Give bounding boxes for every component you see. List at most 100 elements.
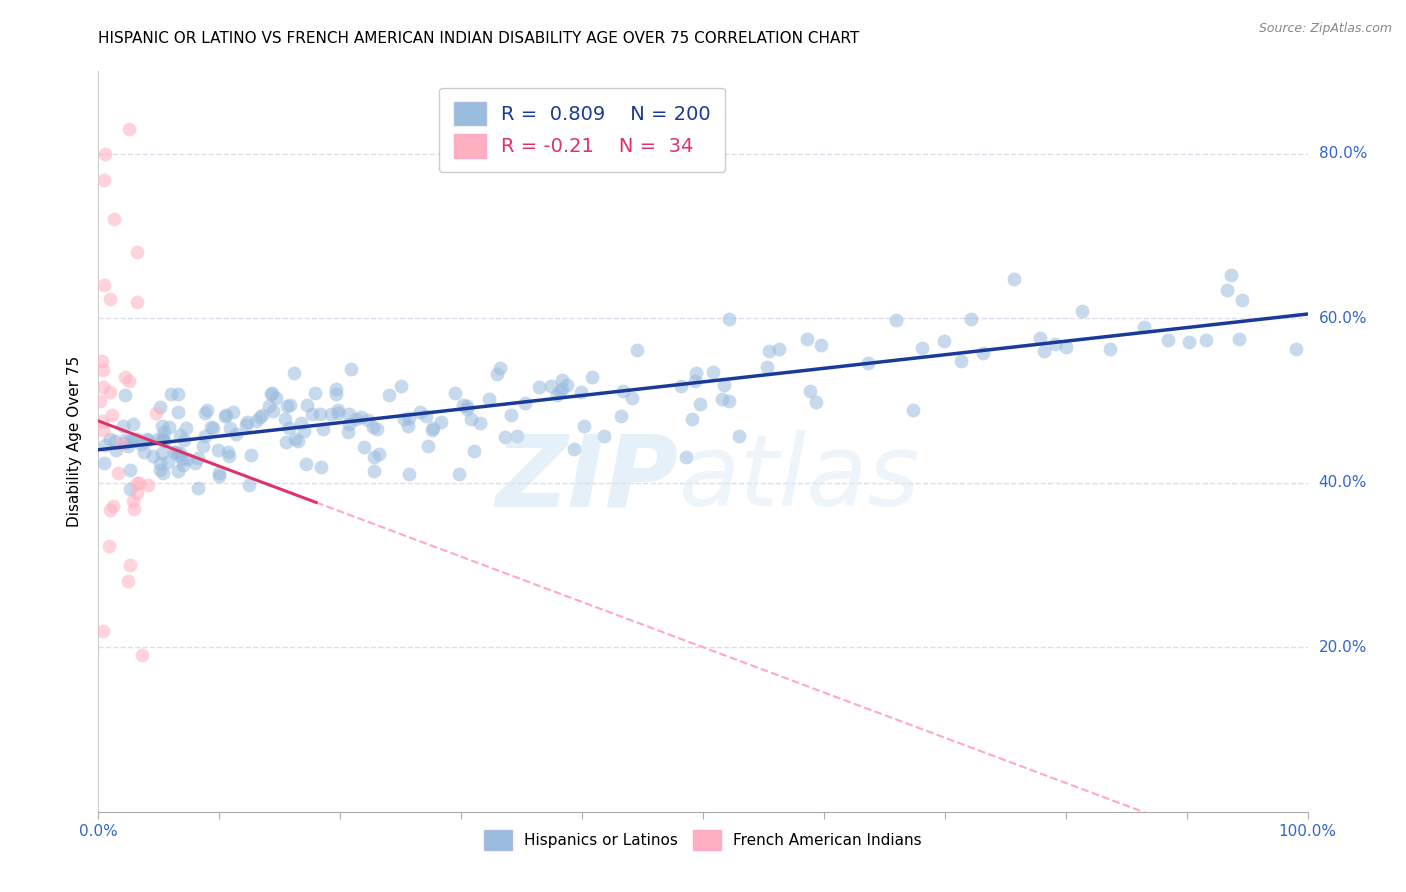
Point <box>346 412 368 426</box>
Text: HISPANIC OR LATINO VS FRENCH AMERICAN INDIAN DISABILITY AGE OVER 75 CORRELATION : HISPANIC OR LATINO VS FRENCH AMERICAN IN… <box>98 31 859 46</box>
Point <box>1002 272 1025 286</box>
Point <box>932 334 955 348</box>
Point <box>1232 293 1254 307</box>
Point <box>122 417 145 431</box>
Point <box>259 399 281 413</box>
Point <box>202 421 225 435</box>
Point <box>166 464 188 478</box>
Point <box>149 456 172 470</box>
Point <box>486 368 509 382</box>
Point <box>114 370 136 384</box>
Point <box>208 467 231 481</box>
Point <box>125 245 148 260</box>
Point <box>328 402 350 417</box>
Point <box>157 455 180 469</box>
Point <box>145 406 167 420</box>
Point <box>127 485 149 500</box>
Point <box>626 343 648 357</box>
Point <box>117 574 139 589</box>
Text: 40.0%: 40.0% <box>1319 475 1367 491</box>
Point <box>799 384 821 399</box>
Point <box>207 443 229 458</box>
Point <box>117 439 139 453</box>
Point <box>250 408 273 422</box>
Point <box>420 423 443 437</box>
Point <box>276 435 298 450</box>
Point <box>1220 268 1243 282</box>
Point <box>218 449 240 463</box>
Point <box>100 432 122 446</box>
Point <box>569 384 592 399</box>
Point <box>107 466 129 480</box>
Point <box>363 450 385 464</box>
Point <box>214 409 236 424</box>
Point <box>301 407 323 421</box>
Point <box>336 425 359 439</box>
Point <box>136 433 159 447</box>
Point <box>468 416 491 430</box>
Point <box>170 451 193 466</box>
Point <box>259 386 281 401</box>
Point <box>93 173 115 187</box>
Point <box>1029 331 1052 345</box>
Point <box>172 458 194 472</box>
Point <box>1157 333 1180 347</box>
Point <box>93 456 115 470</box>
Point <box>104 434 127 448</box>
Point <box>612 384 634 399</box>
Point <box>713 378 735 392</box>
Point <box>240 448 263 462</box>
Point <box>689 397 711 411</box>
Point <box>218 444 240 458</box>
Point <box>389 378 412 392</box>
Point <box>173 433 195 447</box>
Point <box>118 482 141 496</box>
Point <box>176 420 198 434</box>
Point <box>114 388 136 402</box>
Point <box>120 558 142 572</box>
Point <box>114 434 136 448</box>
Point <box>555 378 578 392</box>
Point <box>278 398 301 412</box>
Point <box>309 407 332 421</box>
Point <box>415 409 437 423</box>
Point <box>718 394 741 409</box>
Point <box>357 413 380 427</box>
Point <box>152 425 174 439</box>
Point <box>118 374 141 388</box>
Point <box>176 452 198 467</box>
Point <box>91 380 114 394</box>
Point <box>562 442 585 457</box>
Point <box>325 387 347 401</box>
Point <box>146 432 169 446</box>
Point <box>460 412 482 426</box>
Point <box>337 408 360 422</box>
Point <box>398 411 420 425</box>
Point <box>621 391 644 405</box>
Point <box>101 499 124 513</box>
Point <box>157 420 180 434</box>
Point <box>901 403 924 417</box>
Point <box>295 398 318 412</box>
Point <box>152 432 174 446</box>
Point <box>276 399 298 413</box>
Point <box>187 450 209 465</box>
Point <box>169 428 191 442</box>
Point <box>152 434 174 448</box>
Point <box>377 387 399 401</box>
Point <box>675 450 697 464</box>
Point <box>283 366 305 380</box>
Text: 60.0%: 60.0% <box>1319 310 1367 326</box>
Point <box>513 396 536 410</box>
Y-axis label: Disability Age Over 75: Disability Age Over 75 <box>67 356 83 527</box>
Point <box>416 439 439 453</box>
Point <box>120 433 142 447</box>
Text: 80.0%: 80.0% <box>1319 146 1367 161</box>
Point <box>264 391 287 405</box>
Point <box>551 373 574 387</box>
Text: ZIP: ZIP <box>496 430 679 527</box>
Point <box>149 400 172 414</box>
Point <box>319 407 342 421</box>
Point <box>131 648 153 663</box>
Point <box>93 424 115 438</box>
